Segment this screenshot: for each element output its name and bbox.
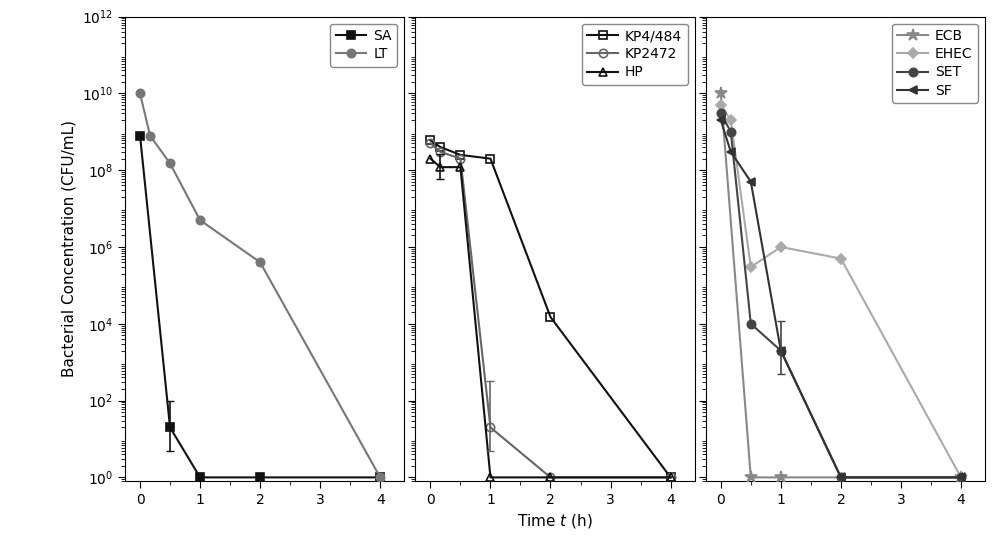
SF — [775, 347, 787, 354]
SA — [164, 424, 176, 431]
KP4/484 — [544, 314, 556, 320]
HP — [454, 164, 466, 170]
KP2472 — [544, 474, 556, 481]
SF — [955, 474, 967, 481]
Line: KP4/484: KP4/484 — [426, 136, 675, 482]
SF — [745, 179, 757, 185]
SA — [134, 132, 146, 139]
Line: EHEC: EHEC — [717, 102, 964, 481]
KP2472 — [484, 424, 496, 431]
SF — [715, 117, 727, 123]
KP2472 — [424, 140, 436, 147]
EHEC — [775, 244, 787, 251]
EHEC — [835, 255, 847, 262]
KP4/484 — [454, 152, 466, 158]
KP2472 — [665, 474, 677, 481]
LT — [144, 132, 156, 139]
KP2472 — [454, 155, 466, 162]
ECB — [715, 90, 727, 97]
LT — [134, 90, 146, 97]
ECB — [745, 474, 757, 481]
Line: ECB: ECB — [715, 87, 967, 484]
X-axis label: Time $t$ (h): Time $t$ (h) — [517, 513, 593, 530]
EHEC — [725, 117, 737, 123]
ECB — [775, 474, 787, 481]
SF — [725, 149, 737, 155]
KP4/484 — [665, 474, 677, 481]
LT — [194, 217, 206, 223]
SET — [715, 110, 727, 117]
KP2472 — [434, 149, 446, 155]
Legend: SA, LT: SA, LT — [330, 24, 397, 67]
KP4/484 — [484, 155, 496, 162]
HP — [434, 164, 446, 170]
SA — [254, 474, 266, 481]
Y-axis label: Bacterial Concentration (CFU/mL): Bacterial Concentration (CFU/mL) — [61, 121, 76, 377]
SET — [725, 128, 737, 135]
EHEC — [745, 264, 757, 270]
HP — [544, 474, 556, 481]
KP4/484 — [424, 137, 436, 144]
Line: HP: HP — [426, 154, 675, 482]
Line: SA: SA — [136, 132, 384, 482]
Line: SF: SF — [717, 116, 965, 482]
HP — [424, 155, 436, 162]
SA — [374, 474, 386, 481]
Legend: ECB, EHEC, SET, SF: ECB, EHEC, SET, SF — [892, 24, 978, 103]
HP — [665, 474, 677, 481]
Legend: KP4/484, KP2472, HP: KP4/484, KP2472, HP — [582, 24, 688, 85]
KP4/484 — [434, 144, 446, 150]
Line: LT: LT — [136, 89, 384, 482]
HP — [484, 474, 496, 481]
SET — [955, 474, 967, 481]
EHEC — [955, 474, 967, 481]
SF — [835, 474, 847, 481]
LT — [164, 160, 176, 167]
SET — [775, 347, 787, 354]
Line: SET: SET — [717, 109, 965, 482]
SET — [835, 474, 847, 481]
Line: KP2472: KP2472 — [426, 139, 675, 482]
LT — [374, 474, 386, 481]
EHEC — [715, 102, 727, 108]
ECB — [955, 474, 967, 481]
SET — [745, 321, 757, 327]
LT — [254, 259, 266, 265]
SA — [194, 474, 206, 481]
